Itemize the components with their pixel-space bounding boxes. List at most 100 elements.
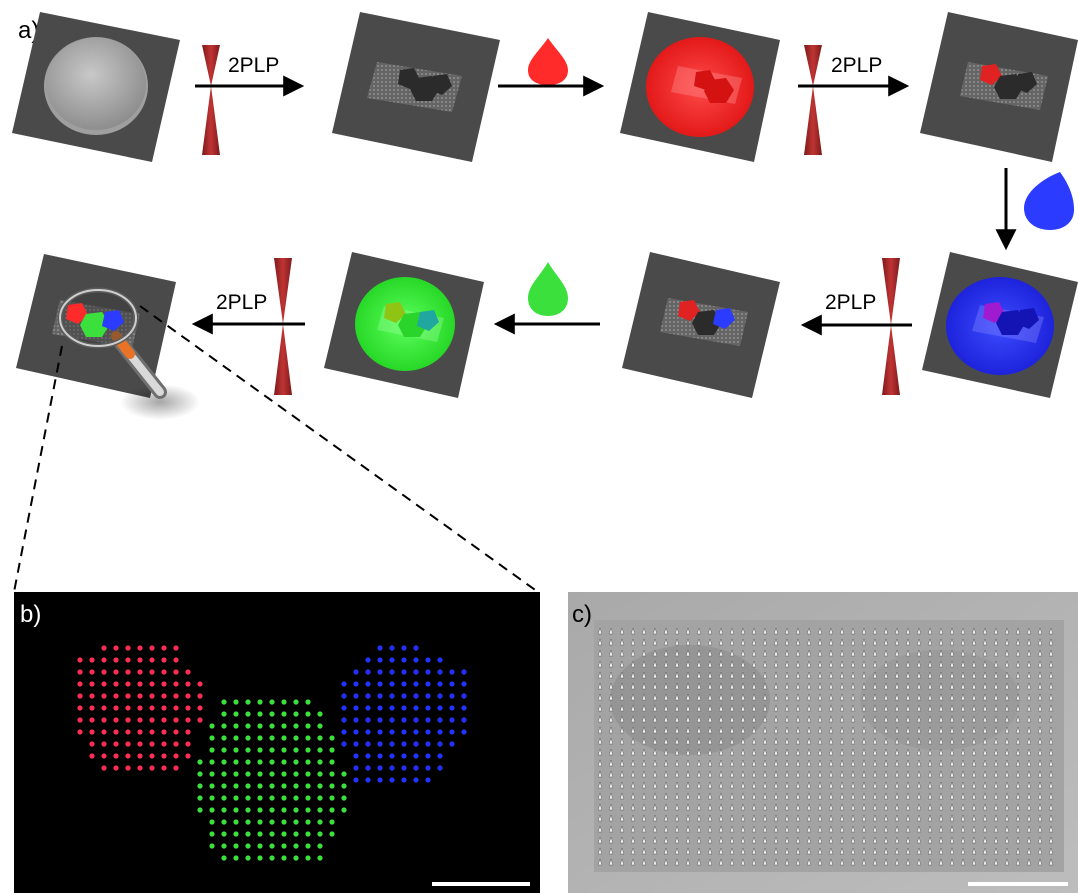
pillar bbox=[608, 660, 614, 668]
pillar bbox=[839, 814, 845, 822]
fluorescent-dot bbox=[197, 795, 203, 801]
fluorescent-dot bbox=[317, 759, 323, 765]
pillar bbox=[850, 726, 856, 734]
pillar bbox=[872, 682, 878, 690]
pillar bbox=[806, 858, 812, 866]
pillar bbox=[1026, 792, 1032, 800]
fluorescent-dot bbox=[437, 729, 443, 735]
fluorescent-dot bbox=[317, 723, 323, 729]
fluorescent-dot bbox=[101, 657, 107, 663]
pillar bbox=[883, 682, 889, 690]
pillar bbox=[960, 781, 966, 789]
fluorescent-dot bbox=[101, 729, 107, 735]
fluorescent-dot bbox=[365, 717, 371, 723]
pillar bbox=[993, 638, 999, 646]
pillar bbox=[608, 704, 614, 712]
pillar bbox=[729, 682, 735, 690]
fluorescent-dot bbox=[269, 759, 275, 765]
fluorescent-dot bbox=[353, 717, 359, 723]
pillar bbox=[630, 770, 636, 778]
fluorescent-dot bbox=[365, 777, 371, 783]
pillar bbox=[652, 649, 658, 657]
pillar bbox=[762, 726, 768, 734]
pillar bbox=[839, 737, 845, 745]
pillar bbox=[707, 726, 713, 734]
pillar bbox=[696, 803, 702, 811]
pillar bbox=[597, 726, 603, 734]
pillar bbox=[652, 660, 658, 668]
pillar bbox=[773, 704, 779, 712]
pillar bbox=[751, 627, 757, 635]
fluorescent-dot bbox=[365, 729, 371, 735]
pillar bbox=[960, 737, 966, 745]
pillar bbox=[674, 825, 680, 833]
pillar bbox=[1004, 671, 1010, 679]
pillar bbox=[674, 627, 680, 635]
pillar bbox=[1015, 748, 1021, 756]
pillar bbox=[685, 649, 691, 657]
pillar bbox=[795, 803, 801, 811]
pillar bbox=[696, 781, 702, 789]
pillar bbox=[795, 627, 801, 635]
pillar bbox=[1048, 759, 1054, 767]
fluorescent-dot bbox=[125, 717, 131, 723]
fluorescent-dot bbox=[137, 753, 143, 759]
pillar bbox=[949, 649, 955, 657]
pillar bbox=[740, 682, 746, 690]
fluorescent-dot bbox=[77, 693, 83, 699]
pillar bbox=[641, 803, 647, 811]
pillar bbox=[685, 660, 691, 668]
pillar bbox=[982, 737, 988, 745]
pillar bbox=[652, 825, 658, 833]
pillar bbox=[663, 671, 669, 679]
fluorescent-dot bbox=[233, 843, 239, 849]
pillar bbox=[751, 704, 757, 712]
pillar bbox=[817, 792, 823, 800]
pillar bbox=[916, 693, 922, 701]
pillar bbox=[938, 704, 944, 712]
pillar bbox=[674, 737, 680, 745]
pillar bbox=[861, 671, 867, 679]
pillar bbox=[916, 737, 922, 745]
pillar bbox=[806, 660, 812, 668]
pillar bbox=[850, 814, 856, 822]
pillar bbox=[982, 814, 988, 822]
pillar bbox=[773, 770, 779, 778]
pillar bbox=[883, 770, 889, 778]
fluorescent-dot bbox=[137, 693, 143, 699]
fluorescent-dot bbox=[401, 777, 407, 783]
pillar bbox=[685, 748, 691, 756]
fluorescent-dot bbox=[245, 759, 251, 765]
pillar bbox=[608, 759, 614, 767]
pillar bbox=[806, 803, 812, 811]
pillar bbox=[894, 682, 900, 690]
pillar bbox=[641, 682, 647, 690]
pillar bbox=[806, 825, 812, 833]
fluorescent-dot bbox=[197, 681, 203, 687]
pillar bbox=[608, 737, 614, 745]
pillar bbox=[718, 649, 724, 657]
pillar bbox=[971, 737, 977, 745]
fluorescent-dot bbox=[137, 741, 143, 747]
pillar bbox=[762, 638, 768, 646]
pillar bbox=[1048, 671, 1054, 679]
pillar bbox=[982, 825, 988, 833]
pillar bbox=[696, 814, 702, 822]
pillar bbox=[751, 814, 757, 822]
pillar bbox=[1037, 649, 1043, 657]
pillar bbox=[894, 638, 900, 646]
pillar bbox=[762, 825, 768, 833]
pillar bbox=[784, 649, 790, 657]
pillar bbox=[861, 649, 867, 657]
pillar bbox=[850, 847, 856, 855]
pillar bbox=[861, 847, 867, 855]
pillar bbox=[949, 682, 955, 690]
fluorescent-dot bbox=[401, 753, 407, 759]
fluorescent-dot bbox=[377, 729, 383, 735]
scale-bar bbox=[432, 882, 530, 886]
pillar bbox=[751, 770, 757, 778]
pillar bbox=[927, 781, 933, 789]
pillar bbox=[1037, 770, 1043, 778]
pillar bbox=[927, 660, 933, 668]
pillar bbox=[806, 682, 812, 690]
